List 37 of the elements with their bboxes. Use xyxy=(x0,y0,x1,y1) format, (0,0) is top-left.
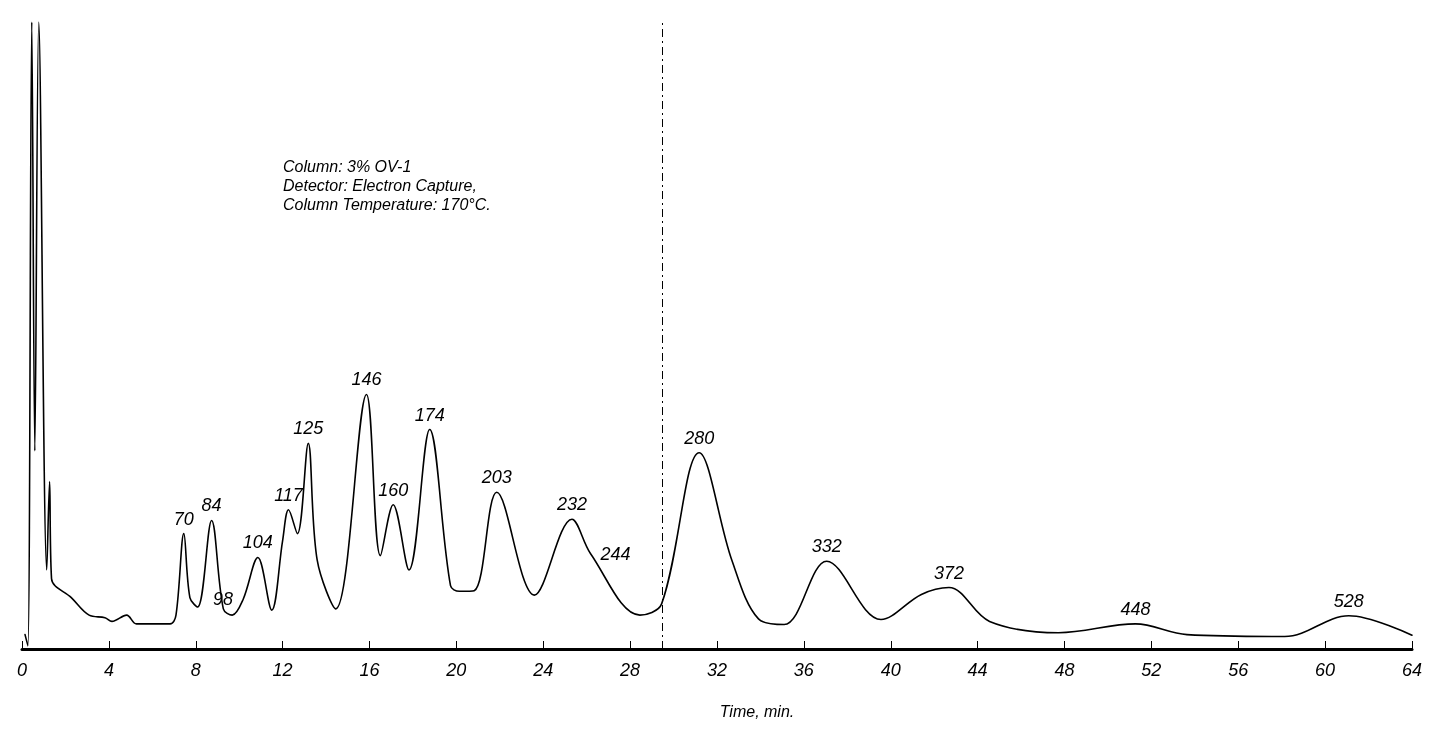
x-tick-label: 4 xyxy=(103,660,114,680)
x-tick-label: 32 xyxy=(706,660,728,680)
annotation: 448 xyxy=(1120,598,1151,619)
x-tick-label: 40 xyxy=(880,660,901,680)
annotation: 160 xyxy=(378,479,409,500)
annotation: 280 xyxy=(683,427,715,448)
annotation: 84 xyxy=(201,495,222,516)
annotation: 104 xyxy=(242,532,273,553)
annotation: 174 xyxy=(414,404,445,425)
annotation: 70 xyxy=(173,508,194,529)
x-axis-title: Time, min. xyxy=(719,702,795,720)
annotation: 146 xyxy=(351,369,383,390)
annotation: Column Temperature: 170°C. xyxy=(283,195,491,213)
x-tick-label: 52 xyxy=(1141,660,1162,680)
annotation: 332 xyxy=(811,536,842,557)
x-tick-label: 12 xyxy=(272,660,293,680)
x-tick-label: 56 xyxy=(1228,660,1250,680)
annotation: 203 xyxy=(480,467,512,488)
x-tick-label: 28 xyxy=(619,660,641,680)
x-tick-label: 24 xyxy=(532,660,554,680)
x-tick-label: 16 xyxy=(359,660,381,680)
x-tick-label: 36 xyxy=(793,660,815,680)
annotation: 528 xyxy=(1333,590,1364,611)
annotation: 372 xyxy=(933,562,964,583)
annotation: 232 xyxy=(555,494,587,515)
x-tick-label: 64 xyxy=(1401,660,1423,680)
x-tick-label: 48 xyxy=(1054,660,1075,680)
x-tick-label: 44 xyxy=(967,660,988,680)
annotation: Detector: Electron Capture, xyxy=(283,176,477,194)
annotation: Column: 3% OV-1 xyxy=(283,157,412,175)
annotation: 244 xyxy=(599,543,631,564)
x-tick-label: 20 xyxy=(445,660,467,680)
x-tick-label: 60 xyxy=(1315,660,1336,680)
x-tick-label: 0 xyxy=(16,660,28,680)
annotation: 117 xyxy=(274,484,304,505)
x-tick-label: 8 xyxy=(190,660,201,680)
annotation: 125 xyxy=(293,418,325,439)
